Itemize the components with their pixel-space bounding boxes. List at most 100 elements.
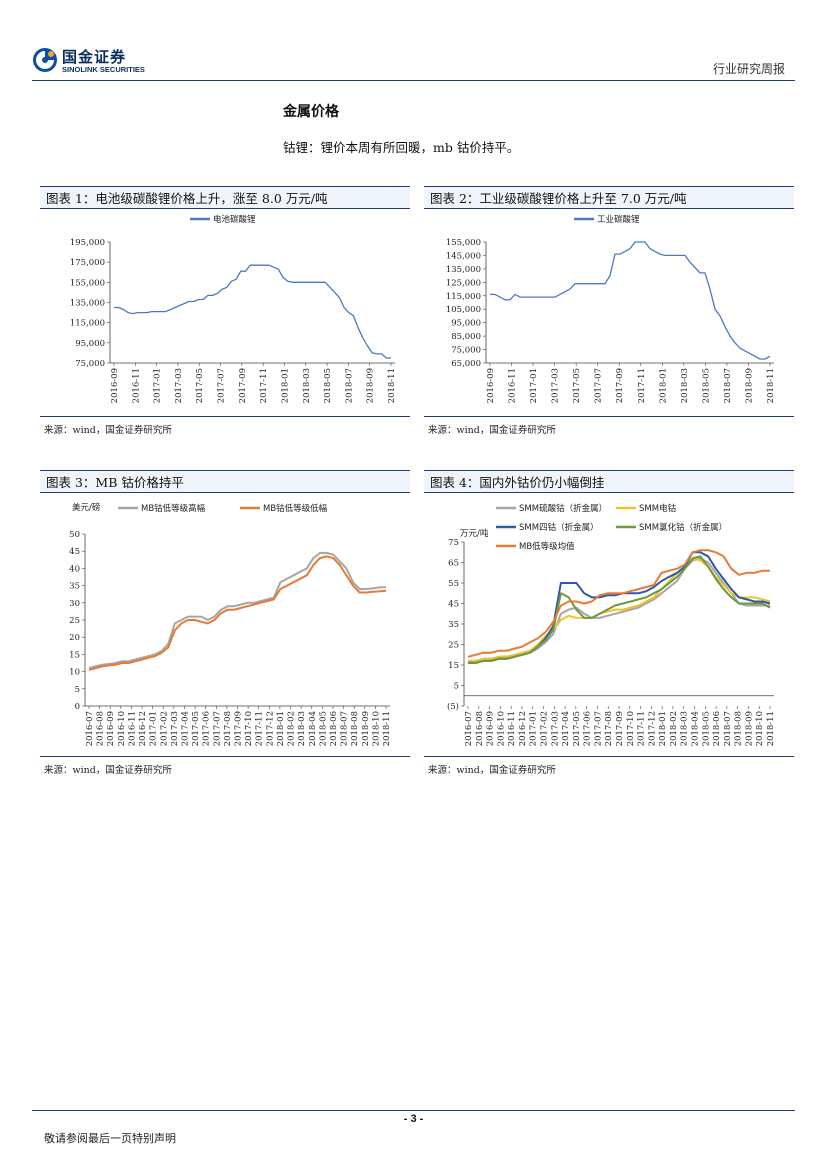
x-tick-label: 2017-11 [255, 711, 265, 746]
y-tick-label: 145,000 [446, 251, 481, 261]
x-tick-label: 2018-09 [744, 711, 754, 746]
x-tick-label: 2017-01 [153, 368, 163, 403]
x-tick-label: 2016-09 [486, 368, 496, 403]
x-tick-label: 2017-07 [212, 711, 222, 746]
y-tick-label: 35 [69, 582, 80, 592]
x-tick-label: 2017-07 [594, 368, 604, 403]
x-tick-label: 2018-02 [287, 711, 297, 746]
x-tick-label: 2018-11 [766, 368, 776, 403]
figure-2: 图表 2：工业级碳酸锂价格上升至 7.0 万元/吨 155,000 145,000… [424, 186, 794, 436]
x-tick-label: 2017-09 [234, 711, 244, 746]
x-tick-label: 2018-09 [361, 711, 371, 746]
y-tick-label: 65,000 [451, 359, 481, 369]
y-tick-label: 135,000 [70, 299, 105, 309]
x-tick-label: 2016-09 [106, 711, 116, 746]
x-tick-label: 2016-09 [110, 368, 120, 403]
figure-caption: 图表 1：电池级碳酸锂价格上升，涨至 8.0 万元/吨 [40, 186, 410, 209]
x-tick-label: 2016-07 [85, 711, 95, 746]
y-tick-label: 10 [69, 668, 80, 678]
series-line-3 [468, 551, 771, 664]
x-tick-label: 2017-04 [561, 711, 571, 746]
chart-1-svg: 195,000 175,000 155,000 135,000 115,000 95,00… [70, 214, 397, 403]
x-tick-label: 2016-09 [486, 711, 496, 746]
x-tick-label: 2017-03 [551, 368, 561, 403]
x-tick-label: 2017-02 [159, 711, 169, 746]
x-tick-label: 2017-06 [583, 711, 593, 746]
series-line-1 [114, 264, 391, 359]
y-tick-label: 50 [69, 530, 80, 540]
x-tick-label: 2016-11 [131, 368, 141, 403]
x-tick-label: 2016-12 [138, 711, 148, 746]
x-tick-label: 2017-05 [195, 368, 205, 403]
y-tick-label: 65 [448, 559, 459, 569]
y-tick-label: 25 [69, 616, 80, 626]
y-tick-label: (5) [447, 701, 459, 712]
x-tick-label: 2018-07 [344, 368, 354, 403]
x-tick-label: 2017-05 [572, 368, 582, 403]
x-tick-label: 2018-09 [744, 368, 754, 403]
y-tick-label: 45 [448, 600, 459, 610]
x-tick-label: 2018-09 [366, 368, 376, 403]
y-tick-label: 15 [69, 650, 80, 660]
legend-label: SMM硫酸钴（折金属） [519, 503, 607, 514]
y-tick-label: 75 [448, 538, 459, 548]
x-tick-label: 2017-05 [572, 711, 582, 746]
x-tick-label: 2017-10 [244, 711, 254, 746]
y-tick-label: 155,000 [446, 238, 481, 248]
x-tick-label: 2017-07 [593, 711, 603, 746]
x-tick-label: 2017-12 [265, 711, 275, 746]
x-tick-label: 2018-10 [755, 711, 765, 746]
x-tick-label: 2018-03 [680, 368, 690, 403]
y-tick-label: 55 [448, 579, 459, 589]
x-tick-label: 2018-08 [734, 711, 744, 746]
series-line-5 [467, 549, 770, 658]
x-tick-label: 2017-10 [626, 711, 636, 746]
x-tick-label: 2017-01 [529, 711, 539, 746]
y-tick-label: 15 [448, 661, 459, 671]
figure-caption: 图表 3：MB 钴价格持平 [40, 470, 410, 493]
x-tick-label: 2017-03 [170, 711, 180, 746]
y-tick-label: 25 [448, 641, 459, 651]
x-tick-label: 2018-01 [658, 368, 668, 403]
x-tick-label: 2016-11 [507, 711, 517, 746]
legend-label: 电池碳酸锂 [213, 214, 256, 225]
x-tick-label: 2017-04 [180, 711, 190, 746]
y-tick-label: 85,000 [451, 332, 481, 342]
series-line-2 [468, 557, 771, 662]
x-tick-label: 2017-01 [149, 711, 159, 746]
page-number: - 3 - [403, 1113, 424, 1125]
y-tick-label: 20 [69, 633, 80, 643]
x-tick-label: 2018-03 [680, 711, 690, 746]
x-tick-label: 2018-06 [712, 711, 722, 746]
x-tick-label: 2018-04 [308, 711, 318, 746]
y-tick-label: 30 [69, 599, 80, 609]
x-tick-label: 2016-08 [96, 711, 106, 746]
y-tick-label: 175,000 [70, 258, 105, 268]
source-divider [40, 756, 410, 757]
x-tick-label: 2018-01 [658, 711, 668, 746]
y-axis-label: 美元/磅 [72, 502, 101, 513]
y-tick-label: 95,000 [451, 319, 481, 329]
series-line-1 [490, 241, 771, 360]
footer-divider [32, 1110, 795, 1111]
y-tick-label: 95,000 [75, 339, 105, 349]
company-logo: 国金证券 SINOLINK SECURITIES [32, 44, 162, 78]
y-tick-label: 5 [454, 682, 459, 692]
source-note: 来源：wind，国金证券研究所 [428, 765, 556, 776]
x-tick-label: 2017-01 [529, 368, 539, 403]
legend-label: MB低等级均值 [519, 541, 575, 552]
source-note: 来源：wind，国金证券研究所 [428, 425, 556, 436]
chart-2-svg: 155,000 145,000 135,000 125,000 115,000 105,0… [446, 214, 776, 403]
x-tick-label: 2018-11 [766, 711, 776, 746]
y-tick-label: 105,000 [446, 305, 481, 315]
figure-caption: 图表 4：国内外钴价仍小幅倒挂 [424, 470, 794, 493]
legend-label: MB钴低等级低幅 [263, 503, 328, 514]
x-tick-label: 2018-07 [340, 711, 350, 746]
report-type: 行业研究周报 [712, 62, 785, 76]
x-tick-label: 2017-06 [202, 711, 212, 746]
x-tick-label: 2017-05 [191, 711, 201, 746]
y-axis-label: 万元/吨 [460, 528, 489, 539]
legend-label: SMM四钴（折金属） [519, 522, 599, 533]
